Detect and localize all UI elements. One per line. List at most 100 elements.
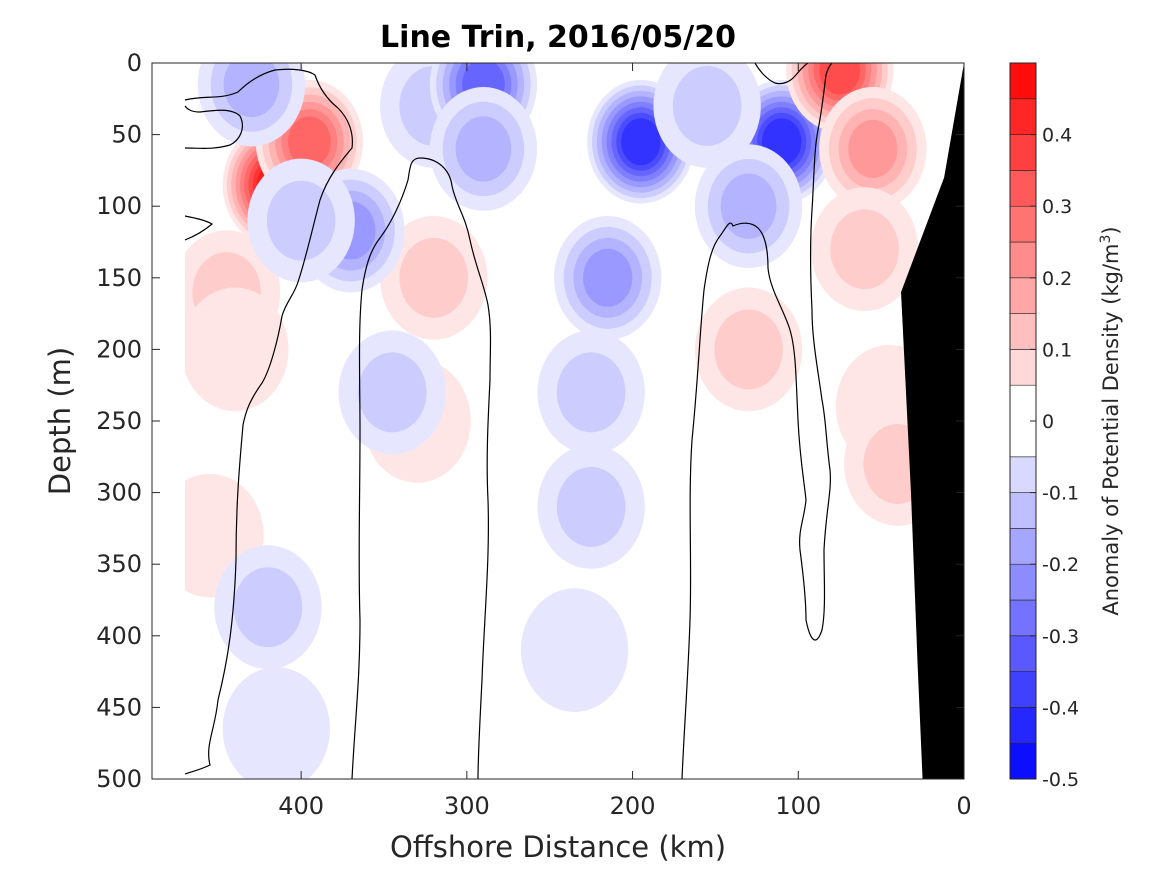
anomaly-level [266, 180, 336, 261]
colorbar-label-text: Anomaly of Potential Density (kg/m [1099, 244, 1123, 616]
anomaly-feature [222, 667, 330, 779]
colorbar-label: Anomaly of Potential Density (kg/m3) [1098, 226, 1123, 615]
x-tick-label: 200 [610, 792, 656, 820]
anomaly-level [583, 248, 633, 307]
colorbar-tick-label: 0.4 [1042, 125, 1072, 147]
anomaly-level [399, 237, 469, 318]
y-tick-label: 350 [96, 550, 142, 578]
anomaly-level [848, 119, 898, 178]
colorbar-band [1009, 456, 1037, 493]
plot-area: 400 300 200 100 0 0 50 100 150 200 250 300 350 400 45… [96, 49, 972, 820]
colorbar-tick-label: 0.2 [1042, 268, 1072, 290]
anomaly-level [233, 567, 303, 648]
colorbar-band [1009, 742, 1037, 780]
colorbar-band [1009, 349, 1037, 386]
zero-contour-line [184, 68, 353, 775]
anomaly-level [185, 287, 289, 412]
anomaly-level [556, 466, 626, 547]
zero-contours [184, 63, 833, 779]
y-tick-label: 500 [96, 765, 142, 793]
y-tick-label: 150 [96, 264, 142, 292]
colorbar-band [1009, 563, 1037, 601]
x-tick-label: 100 [775, 792, 821, 820]
anomaly-level [830, 209, 899, 290]
anomaly-feature [810, 187, 919, 312]
colorbar-band [1009, 62, 1037, 100]
continental-slope-bathymetry [901, 63, 964, 779]
anomaly-level [672, 66, 742, 146]
colorbar-band [1009, 599, 1037, 637]
colorbar-band [1009, 313, 1037, 350]
anomaly-level [222, 667, 330, 779]
anomaly-feature [819, 87, 927, 211]
colorbar-tick-label: -0.1 [1042, 483, 1079, 505]
x-tick-label: 400 [278, 792, 324, 820]
colorbar-band [1009, 492, 1037, 529]
anomaly-level [621, 118, 661, 166]
colorbar-band [1009, 635, 1037, 672]
y-tick-label: 300 [96, 479, 142, 507]
anomaly-feature [247, 158, 355, 283]
anomaly-feature [520, 588, 629, 712]
y-tick-label: 100 [96, 192, 142, 220]
y-tick-label: 450 [96, 693, 142, 721]
anomaly-level [819, 63, 861, 95]
x-axis-ticks: 400 300 200 100 0 [278, 63, 972, 820]
x-tick-label: 0 [956, 792, 971, 820]
zero-contour-line [681, 63, 833, 779]
colorbar-band [1009, 671, 1037, 708]
colorbar-band [1009, 134, 1037, 171]
anomaly-level [720, 173, 777, 239]
y-tick-label: 50 [111, 121, 142, 149]
zero-contour-line [184, 215, 214, 241]
colorbar-band [1009, 170, 1037, 207]
anomaly-level [288, 116, 331, 168]
colorbar-tick-label: -0.5 [1042, 769, 1079, 791]
anomaly-feature [554, 215, 662, 340]
colorbar-band [1009, 98, 1037, 135]
colorbar-band [1009, 277, 1037, 314]
anomaly-feature [338, 330, 446, 455]
anomaly-feature [694, 287, 803, 412]
colorbar-label-end: ) [1099, 226, 1123, 234]
chart-title: Line Trin, 2016/05/20 [380, 20, 736, 55]
anomaly-feature [653, 63, 761, 168]
anomaly-level [520, 588, 629, 712]
anomaly-feature [380, 215, 488, 340]
anomaly-feature [197, 63, 306, 147]
anomaly-feature [537, 330, 645, 455]
colorbar-tick-label: -0.2 [1042, 554, 1079, 576]
colorbar-tick-label: -0.3 [1042, 626, 1079, 648]
zero-contour-line [754, 63, 809, 85]
x-tick-label: 300 [444, 792, 490, 820]
x-axis-label: Offshore Distance (km) [390, 830, 726, 864]
anomaly-feature [185, 287, 289, 412]
colorbar-band [1009, 241, 1037, 279]
zero-contour-line [351, 157, 492, 779]
colorbar-tick-label: -0.4 [1042, 697, 1079, 719]
colorbar-ticks: 0.4 0.3 0.2 0.1 0 -0.1 -0.2 -0.3 -0.4 -0.5 [1030, 125, 1079, 791]
zero-contour-line [184, 105, 243, 149]
y-axis-ticks: 0 50 100 150 200 250 300 350 400 450 500 [96, 49, 964, 793]
anomaly-feature [214, 545, 322, 670]
colorbar-band [1009, 205, 1037, 243]
anomaly-level [556, 352, 626, 433]
y-tick-label: 250 [96, 407, 142, 435]
y-tick-label: 0 [127, 49, 142, 77]
colorbar-band [1009, 707, 1037, 744]
y-axis-label: Depth (m) [43, 347, 77, 495]
anomaly-feature [694, 144, 803, 269]
y-tick-label: 400 [96, 622, 142, 650]
anomaly-feature [537, 445, 645, 569]
anomaly-level [223, 63, 280, 118]
colorbar [1009, 62, 1037, 780]
colorbar-label-superscript: 3 [1098, 235, 1114, 244]
colorbar-tick-label: 0 [1042, 411, 1054, 433]
y-tick-label: 200 [96, 335, 142, 363]
colorbar-band [1009, 528, 1037, 565]
anomaly-level [714, 309, 783, 390]
anomaly-field [185, 63, 952, 779]
colorbar-tick-label: 0.1 [1042, 339, 1072, 361]
anomaly-level [455, 116, 512, 182]
